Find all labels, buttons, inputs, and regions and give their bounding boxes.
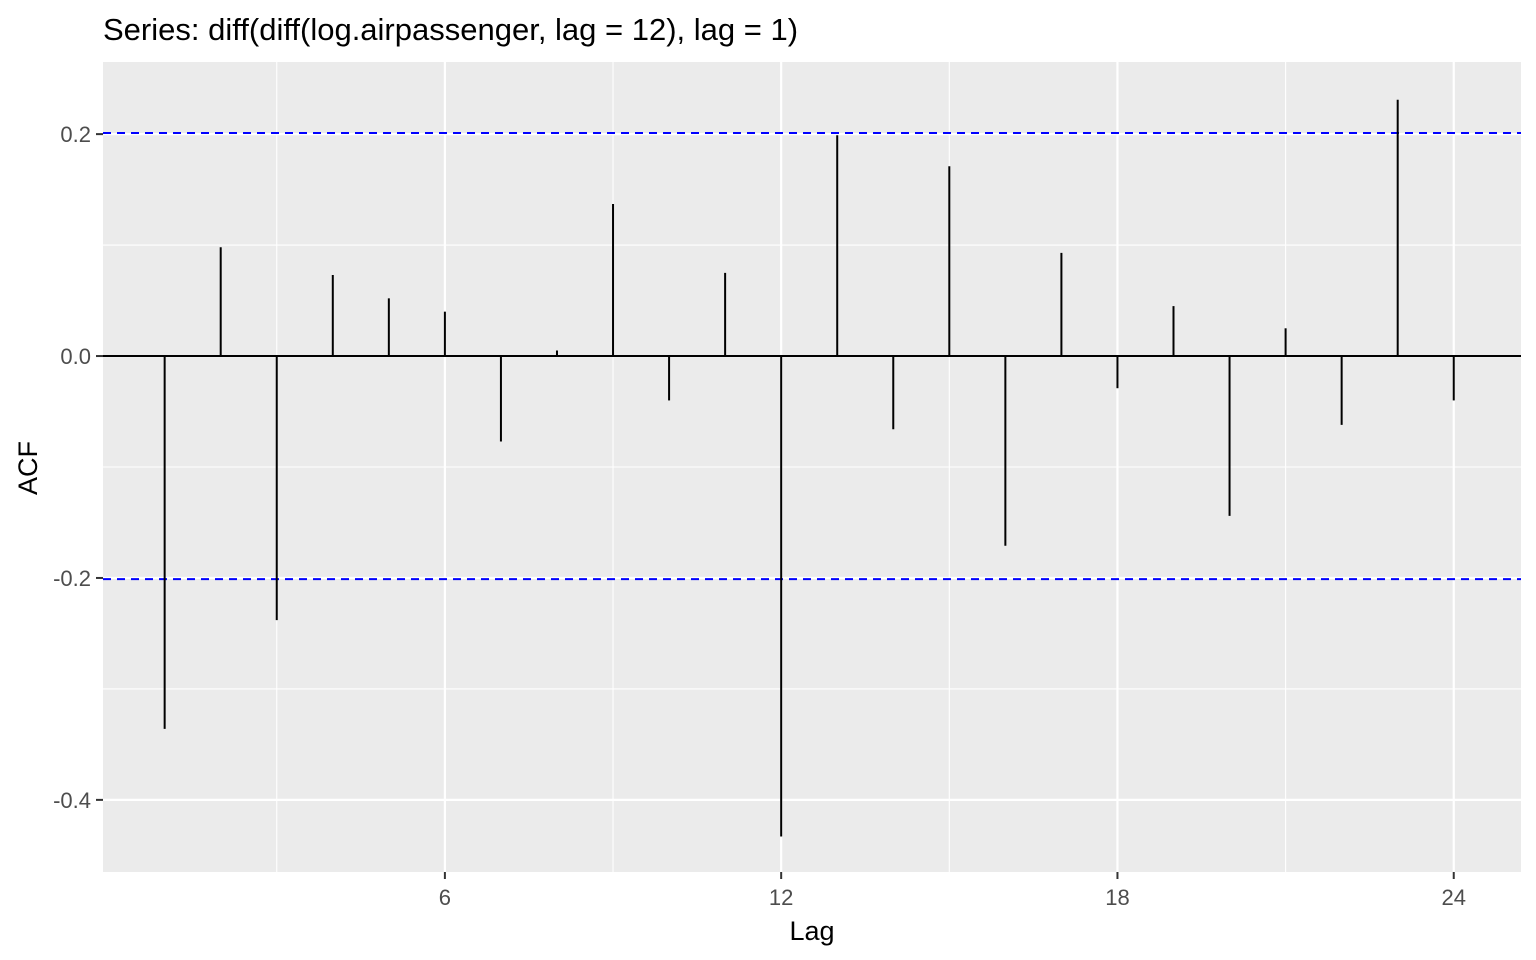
x-tick-label: 24	[1442, 885, 1466, 910]
x-tick-label: 12	[769, 885, 793, 910]
y-axis-ticks: -0.4 -0.2 0.0 0.2	[53, 122, 103, 813]
y-tick-label: -0.2	[53, 566, 91, 591]
x-tick-label: 18	[1105, 885, 1129, 910]
y-tick-label: 0.0	[60, 344, 91, 369]
x-axis-ticks: 6 12 18 24	[439, 872, 1466, 910]
x-tick-label: 6	[439, 885, 451, 910]
y-tick-label: 0.2	[60, 122, 91, 147]
y-tick-label: -0.4	[53, 788, 91, 813]
x-axis-title: Lag	[789, 916, 834, 946]
confidence-bounds	[103, 132, 1521, 581]
acf-bars	[103, 99, 1521, 837]
chart-title: Series: diff(diff(log.airpassenger, lag …	[103, 12, 798, 47]
y-axis-title: ACF	[13, 441, 43, 495]
